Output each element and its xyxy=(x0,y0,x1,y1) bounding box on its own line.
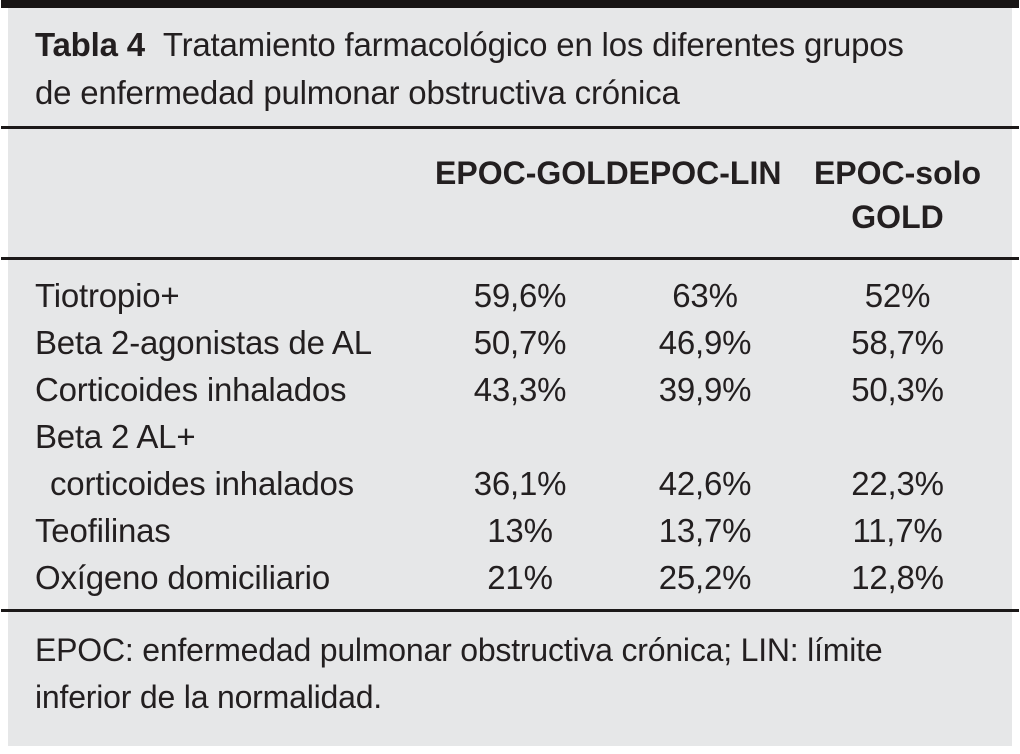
row-value-epoc-solo-gold xyxy=(805,413,990,460)
row-label: corticoides inhalados xyxy=(50,465,354,502)
row-value-epoc-lin: 46,9% xyxy=(658,324,752,361)
rule-before-footnote xyxy=(1,609,1019,612)
row-value-epoc-lin: 25,2% xyxy=(658,559,752,596)
table-footnote: EPOC: enfermedad pulmonar obstructiva cr… xyxy=(35,632,883,715)
row-label: Tiotropio+ xyxy=(35,277,180,314)
row-value-epoc-gold xyxy=(435,413,605,460)
row-value-epoc-lin: 39,9% xyxy=(658,371,752,408)
table-row-beta2-al-plus: Beta 2 AL+ xyxy=(8,413,1012,460)
row-value-epoc-gold: 50,7% xyxy=(473,324,567,361)
table-caption: Tabla 4 Tratamiento farmacológico en los … xyxy=(8,0,1012,126)
row-label: Corticoides inhalados xyxy=(35,371,347,408)
column-header-epoc-lin: EPOC-LIN xyxy=(628,155,782,191)
table-row-teofilinas: Teofilinas 13% 13,7% 11,7% xyxy=(8,507,1012,554)
row-value-epoc-gold: 21% xyxy=(487,559,553,596)
rule-after-caption xyxy=(1,126,1019,129)
row-value-epoc-solo-gold: 12,8% xyxy=(851,559,944,596)
table-row-tiotropio: Tiotropio+ 59,6% 63% 52% xyxy=(8,272,1012,319)
table-row-beta2-agonistas: Beta 2-agonistas de AL 50,7% 46,9% 58,7% xyxy=(8,319,1012,366)
table-number: Tabla 4 xyxy=(35,26,145,63)
table-row-oxigeno: Oxígeno domiciliario 21% 25,2% 12,8% xyxy=(8,554,1012,601)
row-value-epoc-solo-gold: 52% xyxy=(864,277,931,314)
table-top-rule xyxy=(1,0,1019,8)
row-value-epoc-gold: 13% xyxy=(487,512,553,549)
row-value-epoc-solo-gold: 50,3% xyxy=(851,371,944,408)
table-body: Tiotropio+ 59,6% 63% 52% Beta 2-agonista… xyxy=(8,260,1012,609)
row-value-epoc-solo-gold: 22,3% xyxy=(851,465,944,502)
row-label: Teofilinas xyxy=(35,512,171,549)
row-value-epoc-gold: 36,1% xyxy=(473,465,567,502)
column-header-epoc-solo-line2: GOLD xyxy=(851,199,944,235)
row-value-epoc-lin xyxy=(605,413,805,460)
row-value-epoc-solo-gold: 58,7% xyxy=(851,324,944,361)
row-value-epoc-gold: 59,6% xyxy=(473,277,567,314)
rule-after-header xyxy=(1,257,1019,260)
table-header-row: EPOC-GOLD EPOC-LIN EPOC-solo GOLD xyxy=(8,129,1012,257)
row-value-epoc-lin: 42,6% xyxy=(658,465,752,502)
table-row-beta2-corticoides: corticoides inhalados 36,1% 42,6% 22,3% xyxy=(8,460,1012,507)
row-value-epoc-lin: 63% xyxy=(672,277,738,314)
column-header-epoc-gold: EPOC-GOLD xyxy=(435,155,629,191)
row-value-epoc-gold: 43,3% xyxy=(473,371,567,408)
header-spacer xyxy=(35,151,435,239)
row-value-epoc-solo-gold: 11,7% xyxy=(852,512,943,549)
row-label: Beta 2 AL+ xyxy=(35,418,196,455)
table-row-corticoides: Corticoides inhalados 43,3% 39,9% 50,3% xyxy=(8,366,1012,413)
column-header-epoc-solo-line1: EPOC-solo xyxy=(813,155,982,191)
row-label: Beta 2-agonistas de AL xyxy=(35,324,372,361)
row-value-epoc-lin: 13,7% xyxy=(658,512,752,549)
row-label: Oxígeno domiciliario xyxy=(35,559,330,596)
column-header-epoc-solo-gold: EPOC-solo GOLD xyxy=(805,151,990,239)
table-title: Tratamiento farmacológico en los diferen… xyxy=(35,26,904,111)
